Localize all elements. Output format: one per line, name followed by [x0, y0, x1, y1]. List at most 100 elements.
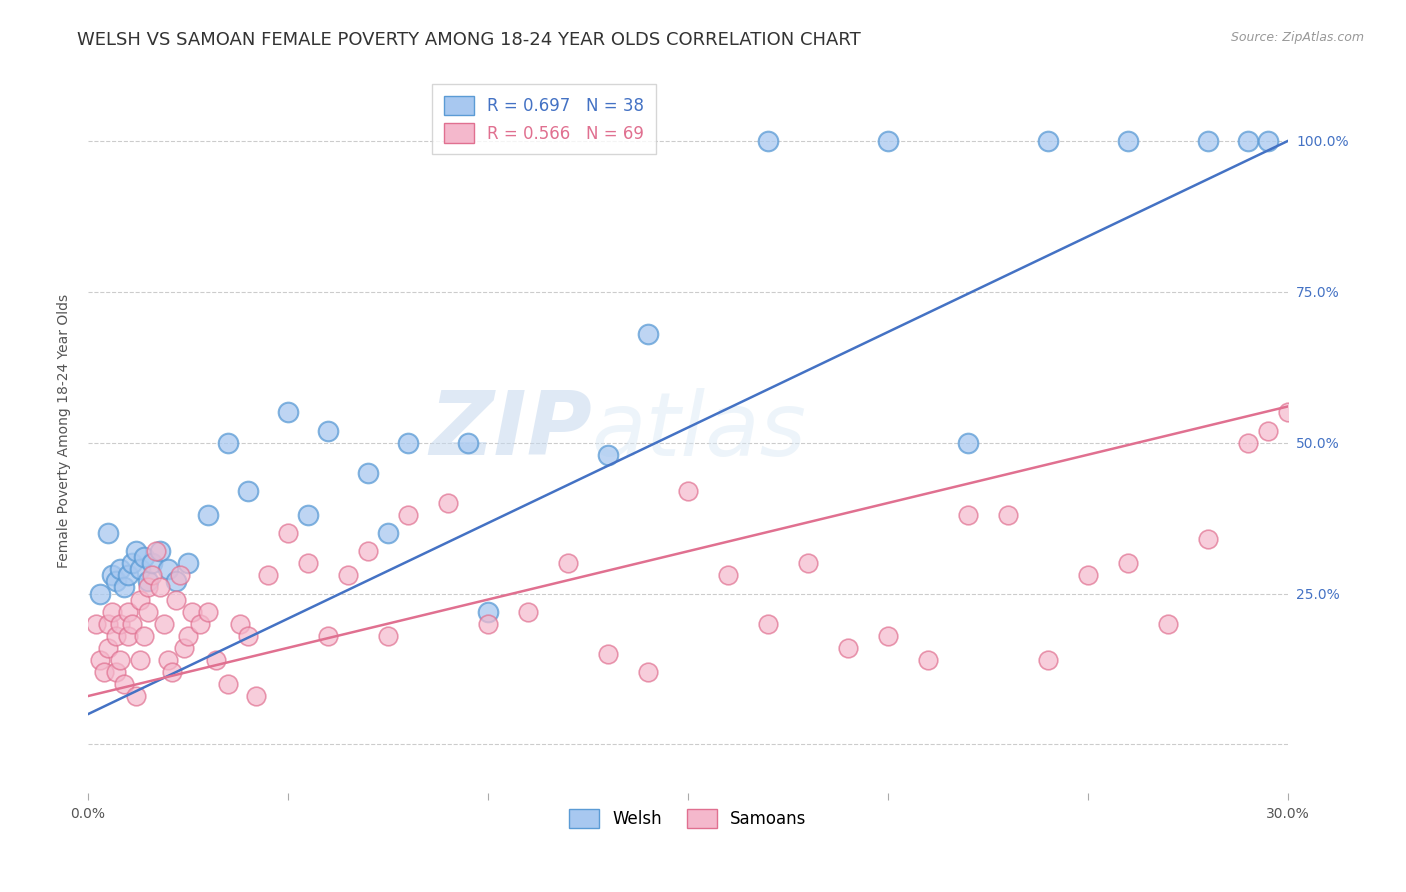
Point — [125, 689, 148, 703]
Point — [112, 677, 135, 691]
Point — [141, 557, 163, 571]
Point — [108, 653, 131, 667]
Point — [1237, 435, 1260, 450]
Point — [188, 616, 211, 631]
Point — [121, 557, 143, 571]
Point — [457, 435, 479, 450]
Point — [149, 581, 172, 595]
Point — [136, 581, 159, 595]
Point — [101, 568, 124, 582]
Legend: Welsh, Samoans: Welsh, Samoans — [562, 803, 813, 835]
Text: atlas: atlas — [592, 388, 807, 474]
Point — [93, 665, 115, 679]
Point — [357, 466, 380, 480]
Point — [117, 605, 139, 619]
Point — [1036, 653, 1059, 667]
Point — [101, 605, 124, 619]
Point — [1237, 134, 1260, 148]
Point — [104, 665, 127, 679]
Point — [160, 665, 183, 679]
Point — [141, 568, 163, 582]
Point — [277, 526, 299, 541]
Point — [136, 574, 159, 589]
Point — [1197, 134, 1219, 148]
Point — [596, 647, 619, 661]
Text: Source: ZipAtlas.com: Source: ZipAtlas.com — [1230, 31, 1364, 45]
Point — [956, 435, 979, 450]
Point — [676, 483, 699, 498]
Point — [173, 640, 195, 655]
Point — [437, 496, 460, 510]
Point — [89, 653, 111, 667]
Point — [277, 405, 299, 419]
Point — [108, 562, 131, 576]
Point — [756, 134, 779, 148]
Point — [1157, 616, 1180, 631]
Point — [1116, 557, 1139, 571]
Point — [117, 629, 139, 643]
Point — [128, 562, 150, 576]
Y-axis label: Female Poverty Among 18-24 Year Olds: Female Poverty Among 18-24 Year Olds — [58, 293, 72, 567]
Point — [717, 568, 740, 582]
Point — [153, 616, 176, 631]
Point — [956, 508, 979, 522]
Point — [516, 605, 538, 619]
Point — [217, 677, 239, 691]
Point — [104, 574, 127, 589]
Point — [1077, 568, 1099, 582]
Point — [377, 526, 399, 541]
Point — [297, 508, 319, 522]
Point — [104, 629, 127, 643]
Point — [125, 544, 148, 558]
Point — [149, 544, 172, 558]
Point — [177, 629, 200, 643]
Point — [145, 544, 167, 558]
Point — [245, 689, 267, 703]
Point — [396, 435, 419, 450]
Point — [297, 557, 319, 571]
Point — [97, 640, 120, 655]
Point — [1036, 134, 1059, 148]
Point — [156, 653, 179, 667]
Point — [165, 592, 187, 607]
Point — [797, 557, 820, 571]
Point — [316, 629, 339, 643]
Point — [132, 550, 155, 565]
Point — [236, 483, 259, 498]
Point — [1277, 405, 1299, 419]
Point — [97, 616, 120, 631]
Point — [112, 581, 135, 595]
Point — [1257, 134, 1279, 148]
Point — [229, 616, 252, 631]
Point — [336, 568, 359, 582]
Point — [316, 424, 339, 438]
Point — [637, 326, 659, 341]
Point — [89, 586, 111, 600]
Point — [132, 629, 155, 643]
Point — [177, 557, 200, 571]
Point — [557, 557, 579, 571]
Point — [997, 508, 1019, 522]
Point — [97, 526, 120, 541]
Point — [136, 605, 159, 619]
Point — [169, 568, 191, 582]
Point — [396, 508, 419, 522]
Point — [596, 448, 619, 462]
Point — [197, 508, 219, 522]
Point — [1257, 424, 1279, 438]
Text: WELSH VS SAMOAN FEMALE POVERTY AMONG 18-24 YEAR OLDS CORRELATION CHART: WELSH VS SAMOAN FEMALE POVERTY AMONG 18-… — [77, 31, 860, 49]
Point — [257, 568, 280, 582]
Point — [756, 616, 779, 631]
Point — [837, 640, 859, 655]
Point — [108, 616, 131, 631]
Point — [477, 605, 499, 619]
Point — [876, 134, 898, 148]
Point — [121, 616, 143, 631]
Point — [84, 616, 107, 631]
Point — [205, 653, 228, 667]
Point — [117, 568, 139, 582]
Point — [217, 435, 239, 450]
Point — [128, 653, 150, 667]
Point — [236, 629, 259, 643]
Point — [917, 653, 939, 667]
